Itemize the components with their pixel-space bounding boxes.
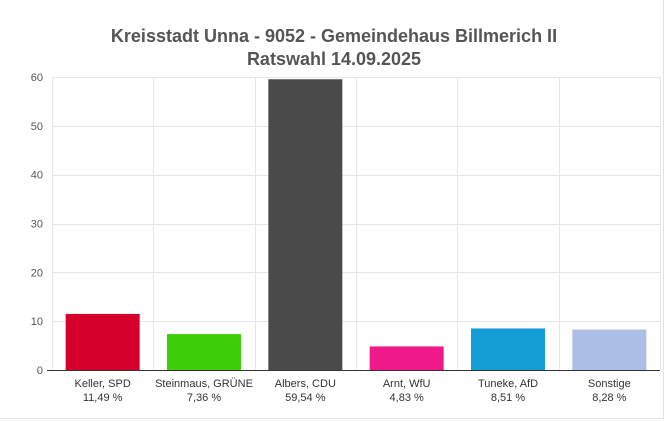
category-label: Keller, SPD <box>75 378 131 390</box>
value-label: 8,51 % <box>491 392 525 404</box>
y-tick-label: 50 <box>31 121 43 133</box>
bar-3 <box>369 346 444 370</box>
category-label: Arnt, WfU <box>383 378 431 390</box>
y-tick-label: 20 <box>31 267 43 279</box>
bar-5 <box>572 329 647 370</box>
category-label: Sonstige <box>588 378 631 390</box>
y-tick-label: 40 <box>31 170 43 182</box>
category-label: Tuneke, AfD <box>478 378 538 390</box>
y-tick-label: 0 <box>37 365 43 377</box>
bar-2 <box>268 79 343 370</box>
value-label: 8,28 % <box>592 392 626 404</box>
value-label: 7,36 % <box>187 392 221 404</box>
category-label: Albers, CDU <box>275 378 336 390</box>
chart-title: Kreisstadt Unna - 9052 - Gemeindehaus Bi… <box>110 26 558 46</box>
value-label: 11,49 % <box>83 392 123 404</box>
bar-4 <box>471 328 545 370</box>
y-tick-label: 30 <box>31 219 43 231</box>
bar-0 <box>65 313 140 370</box>
bar-1 <box>167 334 241 370</box>
chart-subtitle: Ratswahl 14.09.2025 <box>246 49 422 69</box>
category-label: Steinmaus, GRÜNE <box>155 378 253 390</box>
value-label: 4,83 % <box>390 392 424 404</box>
y-tick-label: 60 <box>31 72 43 84</box>
value-label: 59,54 % <box>285 392 326 404</box>
y-tick-label: 10 <box>31 316 43 328</box>
